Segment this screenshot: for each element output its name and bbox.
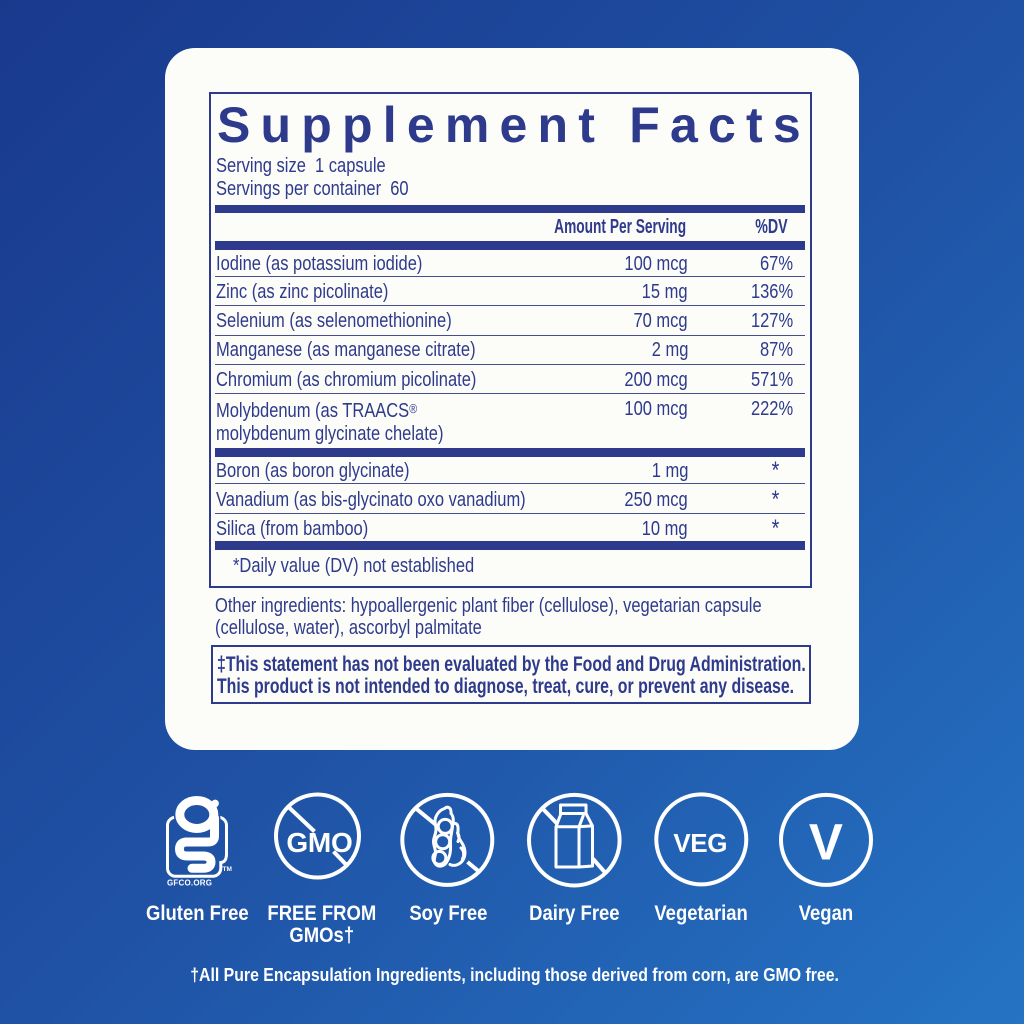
svg-text:V: V: [809, 813, 843, 870]
svg-text:TM: TM: [223, 866, 232, 873]
svg-text:GFCO.ORG: GFCO.ORG: [167, 879, 212, 888]
svg-text:GMO: GMO: [286, 827, 352, 858]
svg-text:VEG: VEG: [673, 828, 727, 858]
